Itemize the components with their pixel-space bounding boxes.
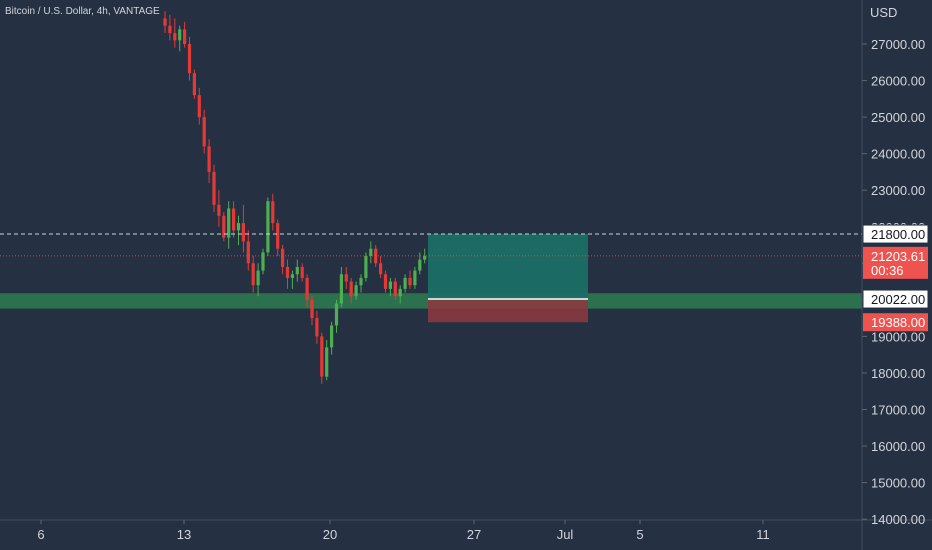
candle-body [202, 117, 206, 147]
candle-body [261, 252, 265, 271]
candle-body [369, 248, 373, 256]
stop-price-tag-box [863, 313, 928, 332]
candle-body [290, 274, 294, 278]
candle-body [266, 201, 270, 253]
candle-body [379, 263, 383, 275]
candle-body [413, 270, 417, 286]
x-tick-label: 13 [177, 527, 191, 542]
y-tick-label: 26000.00 [871, 74, 925, 89]
entry-price-tag: 20022.00 [862, 289, 929, 309]
candle-body [251, 263, 255, 286]
candle-body [222, 215, 226, 238]
x-tick-label: Jul [557, 527, 574, 542]
stop-zone[interactable] [428, 299, 588, 323]
candle-body [305, 277, 309, 300]
y-tick-label: 25000.00 [871, 110, 925, 125]
candle-body [276, 223, 280, 249]
chart-title: Bitcoin / U.S. Dollar, 4h, VANTAGE [5, 6, 160, 17]
candle-body [398, 288, 402, 297]
candle-body [393, 281, 397, 297]
candle-body [330, 325, 334, 348]
candle-body [232, 208, 236, 231]
candle-body [339, 274, 343, 304]
candle-body [315, 318, 319, 337]
y-tick-label: 19000.00 [871, 329, 925, 344]
candle-body [173, 33, 177, 41]
target-zone[interactable] [428, 234, 588, 300]
y-tick-label: 15000.00 [871, 476, 925, 491]
candle-body [423, 255, 427, 260]
currency-label: USD [870, 5, 897, 20]
candle-body [227, 208, 231, 238]
last-price-tag-text: 21203.61 [871, 249, 925, 264]
candle-body [354, 285, 358, 297]
x-tick-label: 11 [756, 527, 770, 542]
last-price-tag-box [863, 246, 928, 279]
entry-price-tag-box [862, 289, 929, 309]
candle-body [281, 248, 285, 267]
y-tick-label: 24000.00 [871, 147, 925, 162]
candle-body [271, 201, 275, 224]
candle-body [236, 223, 241, 231]
target-price-tag-box [862, 224, 929, 244]
target-price-tag-text: 21800.00 [871, 227, 925, 242]
x-tick-label: 20 [323, 527, 337, 542]
candle-body [388, 281, 392, 289]
candle-body [197, 95, 201, 118]
x-tick-label: 5 [636, 527, 643, 542]
lines-layer [0, 233, 862, 257]
candle-body [163, 18, 167, 26]
y-tick-label: 14000.00 [871, 512, 925, 527]
candle-body [408, 277, 412, 286]
candle-body [359, 277, 363, 286]
y-tick-label: 27000.00 [871, 37, 925, 52]
candle-body [256, 270, 260, 286]
candle-body [295, 266, 299, 275]
time-axis[interactable]: 6 13 20 27 Jul 5 11 [37, 520, 770, 542]
candle-body [168, 25, 172, 34]
candle-body [364, 255, 368, 278]
candle-body [187, 44, 192, 74]
y-tick-label: 17000.00 [871, 403, 925, 418]
last-price-tag-countdown: 00:36 [871, 263, 904, 278]
candle-body [383, 274, 388, 289]
target-price-tag: 21800.00 [862, 224, 929, 244]
x-tick-label: 27 [467, 527, 481, 542]
candle-body [217, 204, 221, 216]
candle-body [320, 336, 324, 377]
entry-price-tag-text: 20022.00 [871, 292, 925, 307]
y-tick-label: 16000.00 [871, 439, 925, 454]
candle-body [325, 347, 329, 377]
candle-body [192, 73, 196, 96]
candle-body [246, 241, 250, 264]
candle-body [349, 281, 353, 297]
candle-body [207, 146, 211, 172]
candle-body [178, 29, 182, 41]
candle-body [285, 266, 290, 278]
y-tick-label: 18000.00 [871, 366, 925, 381]
zones-layer [0, 234, 862, 323]
y-tick-label: 23000.00 [871, 183, 925, 198]
stop-price-tag: 19388.00 [863, 313, 928, 332]
x-tick-label: 6 [37, 527, 44, 542]
candle-body [212, 171, 216, 205]
candle-body [241, 223, 245, 242]
candle-body [403, 277, 407, 289]
candle-body [300, 266, 304, 278]
candle-body [334, 303, 339, 326]
stop-price-tag-text: 19388.00 [871, 315, 925, 330]
candle-body [310, 299, 314, 319]
candle-body [183, 29, 187, 44]
candle-body [418, 259, 422, 271]
candles-layer [163, 11, 427, 384]
candle-body [344, 274, 348, 282]
